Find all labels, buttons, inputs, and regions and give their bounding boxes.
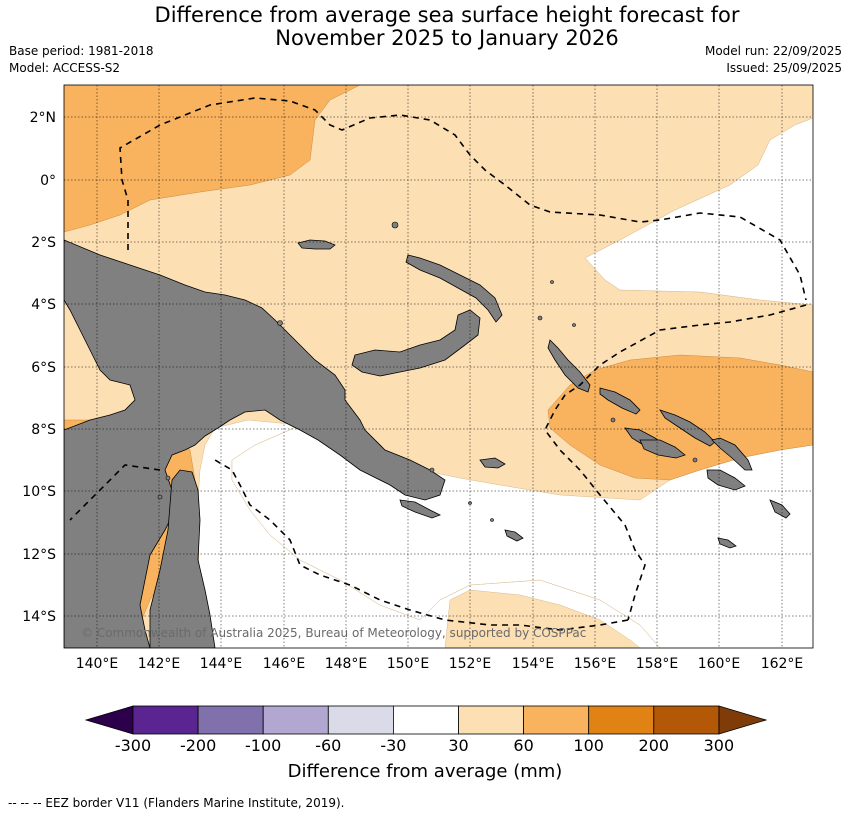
map-frame [63, 84, 814, 649]
anomaly-30-60-south [444, 589, 641, 648]
map-title: Difference from average sea surface heig… [0, 4, 850, 50]
lat-label: 2°N [30, 110, 56, 126]
base-period-text: Base period: 1981-2018 [9, 44, 154, 58]
lat-label: 4°S [31, 297, 56, 313]
colorbar-cell [392, 705, 459, 735]
colorbar-over-arrow [718, 705, 768, 735]
land-woodlark [504, 529, 524, 542]
land-louisiade [399, 499, 441, 519]
land-choiseul [599, 387, 641, 415]
colorbar-tick-label: 60 [513, 736, 533, 755]
colorbar-tick-label: 100 [573, 736, 604, 755]
colorbar-tick-label: 30 [448, 736, 468, 755]
lon-label: 144°E [200, 656, 243, 672]
lon-label: 154°E [512, 656, 555, 672]
colorbar-cell [327, 705, 394, 735]
map-panel: © Commonwealth of Australia 2025, Bureau… [64, 85, 813, 648]
colorbar-tick-label: -60 [315, 736, 341, 755]
colorbar-tick-label: -100 [245, 736, 281, 755]
meta-left: Base period: 1981-2018 Model: ACCESS-S2 [9, 43, 154, 77]
land-new-britain [351, 309, 481, 377]
lat-label: 10°S [22, 484, 56, 500]
lon-label: 162°E [761, 656, 804, 672]
land-vanuatu-north [769, 499, 791, 519]
colorbar-tick-label: -30 [380, 736, 406, 755]
lat-label: 12°S [22, 547, 56, 563]
colorbar: -300 -200 -100 -60 -30 30 60 100 200 300 [84, 705, 768, 755]
lon-label: 158°E [636, 656, 679, 672]
colorbar-cells [132, 705, 720, 735]
colorbar-under-arrow [84, 705, 134, 735]
colorbar-cell [523, 705, 590, 735]
land-bougainville [547, 339, 591, 393]
colorbar-tick-labels: -300 -200 -100 -60 -30 30 60 100 200 300 [115, 736, 734, 755]
eez-border [69, 97, 807, 631]
issued-text: Issued: 25/09/2025 [726, 61, 842, 75]
colorbar-cell [458, 705, 524, 735]
colorbar-cell [132, 705, 199, 735]
land-manus [297, 239, 336, 250]
lon-label: 152°E [449, 656, 492, 672]
meta-right: Model run: 22/09/2025 Issued: 25/09/2025 [705, 43, 842, 77]
colorbar-tick-label: -300 [115, 736, 151, 755]
lon-label: 142°E [138, 656, 181, 672]
land-malaita [711, 437, 753, 471]
lat-label: 14°S [22, 609, 56, 625]
colorbar-tick-label: 300 [704, 736, 735, 755]
colorbar-title: Difference from average (mm) [287, 761, 563, 782]
lon-labels: 140°E 142°E 144°E 146°E 148°E 150°E 152°… [76, 656, 804, 672]
lon-label: 146°E [263, 656, 306, 672]
colorbar-cell [262, 705, 329, 735]
lon-label: 160°E [698, 656, 741, 672]
copyright-watermark: © Commonwealth of Australia 2025, Bureau… [81, 626, 586, 640]
lon-label: 140°E [76, 656, 119, 672]
model-text: Model: ACCESS-S2 [9, 61, 121, 75]
land-cape-york [149, 469, 216, 648]
anomaly-60-100-northwest [64, 85, 361, 233]
land-islet-east [717, 537, 737, 549]
lon-label: 150°E [387, 656, 430, 672]
colorbar-cell [653, 705, 720, 735]
colorbar-cell [588, 705, 655, 735]
model-run-text: Model run: 22/09/2025 [704, 44, 842, 58]
lat-label: 2°S [31, 235, 56, 251]
land-trobriand [479, 457, 506, 469]
colorbar-tick-label: 200 [639, 736, 670, 755]
title-line-1: Difference from average sea surface heig… [154, 3, 740, 27]
colorbar-cell [197, 705, 264, 735]
neutral-coral-sea [231, 424, 813, 648]
lat-label: 8°S [31, 422, 56, 438]
land-makira [706, 469, 746, 491]
land-guadalcanal [639, 439, 686, 459]
eez-footnote: -- -- -- EEZ border V11 (Flanders Marine… [8, 796, 345, 810]
colorbar-tick-label: -200 [180, 736, 216, 755]
gridlines [64, 85, 813, 648]
lat-label: 0° [40, 173, 56, 189]
lat-label: 6°S [31, 360, 56, 376]
lon-label: 156°E [574, 656, 617, 672]
land-santa-isabel [659, 409, 716, 447]
land-new-ireland [405, 254, 503, 323]
neutral-northeast [584, 117, 813, 306]
lat-labels: 2°N 0° 2°S 4°S 6°S 8°S 10°S 12°S 14°S [22, 110, 56, 625]
lon-label: 148°E [325, 656, 368, 672]
title-line-2: November 2025 to January 2026 [275, 26, 619, 50]
